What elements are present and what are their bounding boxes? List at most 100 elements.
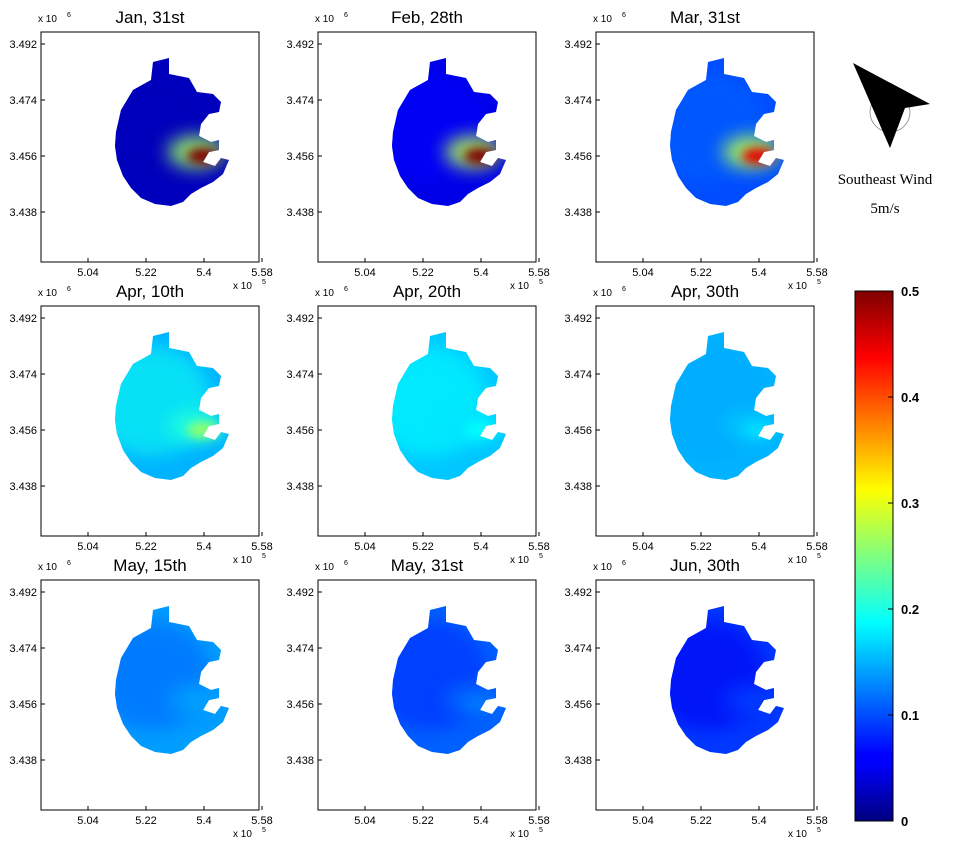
y-tick-label: 3.474 <box>9 643 37 655</box>
y-tick-label: 3.492 <box>564 39 592 51</box>
island-marker <box>374 386 381 393</box>
y-tick-label: 3.492 <box>9 313 37 325</box>
map-panel: Mar, 31st 5.04 5.22 5.4 5.58 3.492 3.474 3.456 3… <box>564 8 827 292</box>
y-exponent-label: x 10 <box>38 288 57 299</box>
x-tick-label: 5.58 <box>528 815 549 827</box>
y-tick-label: 3.456 <box>9 151 37 163</box>
colorbar: 0 0.1 0.2 0.3 0.4 0.5 <box>854 284 920 829</box>
x-tick-label: 5.04 <box>77 815 98 827</box>
y-exponent-label: x 10 <box>593 14 612 25</box>
x-exponent-power: 5 <box>539 279 543 286</box>
x-tick-label: 5.22 <box>690 267 711 279</box>
island-marker <box>652 386 659 393</box>
x-tick-label: 5.22 <box>412 815 433 827</box>
x-tick-label: 5.22 <box>412 541 433 553</box>
panel-title: Apr, 30th <box>671 282 739 301</box>
axes-frame <box>595 31 815 263</box>
y-tick-label: 3.438 <box>564 207 592 219</box>
y-exponent-label: x 10 <box>38 562 57 573</box>
island-marker <box>374 660 381 667</box>
x-tick-label: 5.58 <box>806 815 827 827</box>
y-tick-label: 3.474 <box>9 369 37 381</box>
panel-title: May, 15th <box>113 556 186 575</box>
y-tick-label: 3.492 <box>286 313 314 325</box>
island-marker <box>97 386 104 393</box>
y-tick-label: 3.438 <box>9 481 37 493</box>
x-tick-label: 5.4 <box>473 267 488 279</box>
x-exponent-label: x 10 <box>510 829 529 840</box>
axes-frame <box>317 305 537 537</box>
y-exponent-power: 6 <box>622 560 626 567</box>
y-tick-label: 3.492 <box>564 587 592 599</box>
x-tick-label: 5.04 <box>632 267 653 279</box>
x-exponent-power: 5 <box>817 827 821 834</box>
x-tick-label: 5.58 <box>806 267 827 279</box>
x-tick-label: 5.4 <box>473 541 488 553</box>
concentration-field <box>670 332 784 480</box>
y-tick-label: 3.456 <box>564 699 592 711</box>
y-tick-label: 3.474 <box>286 643 314 655</box>
panel-title: May, 31st <box>391 556 464 575</box>
concentration-field <box>392 606 506 754</box>
x-tick-label: 5.22 <box>412 267 433 279</box>
x-tick-label: 5.58 <box>528 267 549 279</box>
panel-title: Apr, 20th <box>393 282 461 301</box>
y-tick-label: 3.474 <box>564 95 592 107</box>
x-tick-label: 5.04 <box>77 541 98 553</box>
colorbar-gradient <box>854 290 894 822</box>
colorbar-tick-label: 0.2 <box>901 602 919 617</box>
axes-frame <box>595 579 815 811</box>
panel-title: Jan, 31st <box>116 8 185 27</box>
x-exponent-label: x 10 <box>233 555 252 566</box>
y-tick-label: 3.438 <box>286 481 314 493</box>
y-tick-label: 3.456 <box>9 699 37 711</box>
y-tick-label: 3.456 <box>286 699 314 711</box>
map-panel: Feb, 28th 5.04 5.22 5.4 5.58 3.492 3.474 3.456 3… <box>286 8 549 292</box>
y-tick-label: 3.456 <box>564 151 592 163</box>
x-tick-label: 5.4 <box>196 541 211 553</box>
x-exponent-label: x 10 <box>788 555 807 566</box>
x-exponent-label: x 10 <box>510 281 529 292</box>
x-exponent-label: x 10 <box>233 281 252 292</box>
y-tick-label: 3.492 <box>564 313 592 325</box>
axes-frame <box>595 305 815 537</box>
x-tick-label: 5.4 <box>473 815 488 827</box>
axes-frame <box>317 579 537 811</box>
y-exponent-power: 6 <box>67 12 71 19</box>
y-tick-label: 3.492 <box>286 587 314 599</box>
y-tick-label: 3.456 <box>564 425 592 437</box>
x-tick-label: 5.04 <box>354 815 375 827</box>
colorbar-tick-label: 0.5 <box>901 284 919 299</box>
y-exponent-power: 6 <box>622 12 626 19</box>
colorbar-tick-label: 0 <box>901 814 908 829</box>
x-tick-label: 5.4 <box>196 815 211 827</box>
concentration-field <box>115 332 229 480</box>
x-tick-label: 5.22 <box>690 815 711 827</box>
x-tick-label: 5.22 <box>135 541 156 553</box>
island-marker <box>97 660 104 667</box>
x-tick-label: 5.22 <box>135 267 156 279</box>
y-tick-label: 3.438 <box>564 481 592 493</box>
axes-frame <box>317 31 537 263</box>
y-exponent-power: 6 <box>344 12 348 19</box>
panel-title: Feb, 28th <box>391 8 463 27</box>
y-exponent-label: x 10 <box>315 562 334 573</box>
x-tick-label: 5.58 <box>251 541 272 553</box>
x-exponent-label: x 10 <box>788 829 807 840</box>
panel-title: Mar, 31st <box>670 8 740 27</box>
panel-title: Jun, 30th <box>670 556 740 575</box>
x-tick-label: 5.58 <box>528 541 549 553</box>
y-tick-label: 3.474 <box>9 95 37 107</box>
x-tick-label: 5.04 <box>632 815 653 827</box>
y-exponent-label: x 10 <box>315 14 334 25</box>
concentration-field <box>670 58 784 206</box>
map-panel: Apr, 30th 5.04 5.22 5.4 5.58 3.492 3.474 3.456 3… <box>564 282 827 566</box>
y-tick-label: 3.456 <box>9 425 37 437</box>
y-tick-label: 3.474 <box>286 95 314 107</box>
x-tick-label: 5.04 <box>77 267 98 279</box>
y-tick-label: 3.438 <box>9 207 37 219</box>
y-tick-label: 3.438 <box>9 755 37 767</box>
wind-speed: 5m/s <box>870 201 900 217</box>
x-tick-label: 5.58 <box>251 267 272 279</box>
x-exponent-power: 5 <box>539 553 543 560</box>
